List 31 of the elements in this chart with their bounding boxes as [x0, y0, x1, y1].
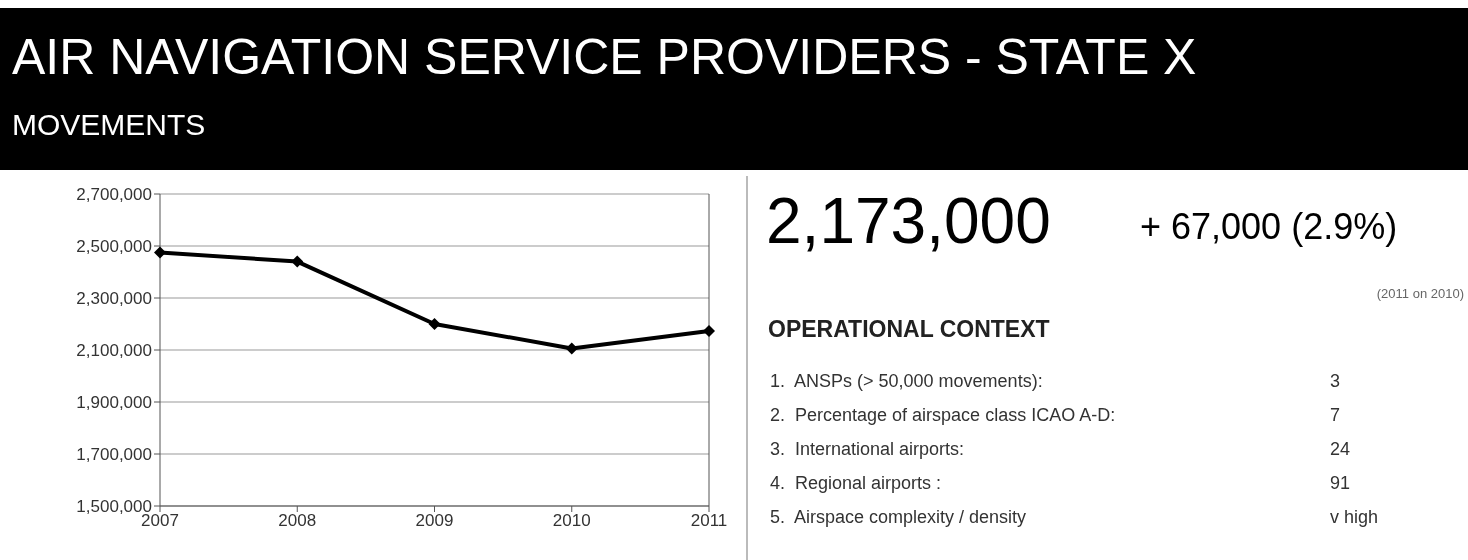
x-tick-label: 2010 [552, 511, 591, 531]
text: 4. Regional airports : [770, 473, 942, 494]
point [291, 255, 304, 268]
y-tick-label: 2,100,000 [76, 341, 152, 361]
text: 3. International airports: [770, 439, 965, 460]
x-tick-label: 2008 [278, 511, 317, 531]
text: 24 [1330, 439, 1351, 460]
text: 2. Percentage of airspace class ICAO A-D: [770, 405, 1116, 426]
x-tick-label: 2011 [690, 511, 728, 531]
y-tick-label: 2,500,000 [76, 237, 152, 257]
point [428, 318, 441, 330]
text: OPERATIONAL CONTEXT [768, 316, 1050, 343]
point [565, 342, 578, 355]
text: 2,173,000 [766, 184, 1051, 258]
point [703, 325, 715, 338]
y-tick-label: 2,700,000 [76, 185, 152, 205]
text: 7 [1330, 405, 1341, 426]
text: (2011 on 2010) [1376, 286, 1464, 301]
y-tick-label: 1,900,000 [76, 393, 152, 413]
x-tick-label: 2009 [415, 511, 454, 531]
text: 91 [1330, 473, 1351, 494]
point [154, 246, 166, 259]
text: 5. Airspace complexity / density [770, 507, 1027, 528]
text: v high [1330, 507, 1379, 528]
text: 1. ANSPs (> 50,000 movements): [770, 371, 1043, 392]
text: 3 [1330, 371, 1341, 392]
y-tick-label: 2,300,000 [76, 289, 152, 309]
chart-subtitle: MOVEMENTS [12, 108, 206, 142]
chart-title: AIR NAVIGATION SERVICE PROVIDERS - STATE X [12, 28, 1197, 86]
text: + 67,000 (2.9%) [1140, 206, 1398, 248]
y-tick-label: 1,700,000 [76, 445, 152, 465]
